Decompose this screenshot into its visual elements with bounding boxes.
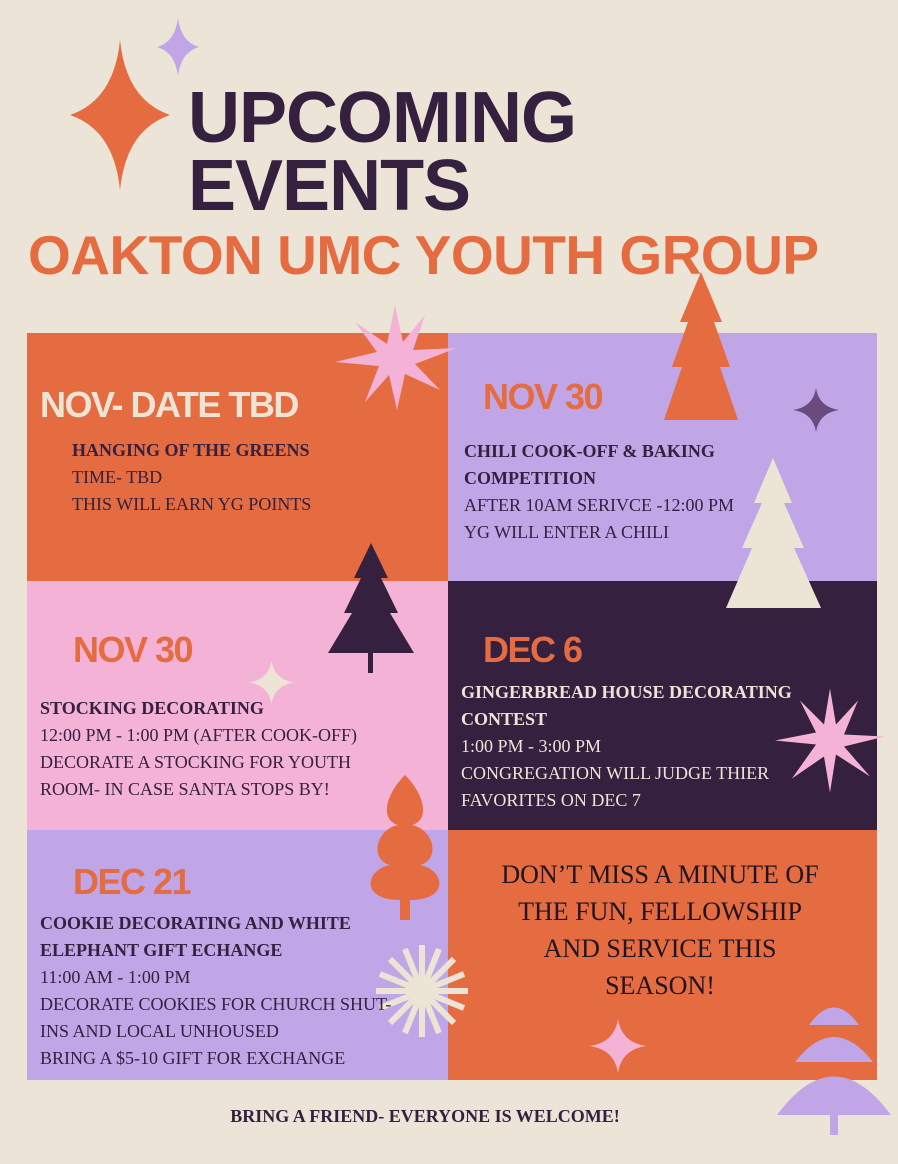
cream-sparkle-icon <box>249 660 294 705</box>
event-5-details: COOKIE DECORATING AND WHITE ELEPHANT GIF… <box>40 910 400 1072</box>
footer: BRING A FRIEND- EVERYONE IS WELCOME! <box>230 1106 620 1126</box>
event-1-line-2: THIS WILL EARN YG POINTS <box>72 494 312 514</box>
orange-sparkle-icon <box>70 40 170 190</box>
cream-starburst-icon <box>376 945 468 1037</box>
event-1-title: HANGING OF THE GREENS <box>72 440 310 460</box>
event-3-date: NOV 30 <box>73 629 194 670</box>
title-line-1: UPCOMING <box>188 78 577 158</box>
event-2-date: NOV 30 <box>483 376 604 417</box>
event-5-line-2: DECORATE COOKIES FOR CHURCH SHUT- INS AN… <box>40 994 392 1041</box>
event-2-details: CHILI COOK-OFF & BAKING COMPETITION AFTE… <box>464 438 744 546</box>
event-4-line-1: 1:00 PM - 3:00 PM <box>461 736 602 756</box>
orange-ornament-tree-icon <box>370 775 440 920</box>
event-5-title: COOKIE DECORATING AND WHITE ELEPHANT GIF… <box>40 913 351 960</box>
event-1-line-1: TIME- TBD <box>72 467 163 487</box>
event-2-line-1: AFTER 10AM SERIVCE -12:00 PM <box>464 495 735 515</box>
event-5-line-3: BRING A $5-10 GIFT FOR EXCHANGE <box>40 1048 346 1068</box>
event-5-date: DEC 21 <box>73 861 192 902</box>
event-2-line-2: YG WILL ENTER A CHILI <box>464 522 669 542</box>
event-1-details: HANGING OF THE GREENS TIME- TBD THIS WIL… <box>72 437 432 518</box>
title-line-2: EVENTS <box>188 146 471 226</box>
event-3-line-2: DECORATE A STOCKING FOR YOUTH ROOM- IN C… <box>40 752 352 799</box>
call-to-action: DON’T MISS A MINUTE OF THE FUN, FELLOWSH… <box>501 860 819 1000</box>
event-4-date: DEC 6 <box>483 629 583 670</box>
event-4-line-2: CONGREGATION WILL JUDGE THIER FAVORITES … <box>461 763 770 810</box>
subtitle: OAKTON UMC YOUTH GROUP <box>28 224 819 286</box>
event-4-title: GINGERBREAD HOUSE DECORATING CONTEST <box>461 682 792 729</box>
pink-starburst-icon <box>335 305 457 410</box>
event-1-date: NOV- DATE TBD <box>40 384 299 425</box>
event-5-line-1: 11:00 AM - 1:00 PM <box>40 967 191 987</box>
event-2-title: CHILI COOK-OFF & BAKING COMPETITION <box>464 441 715 488</box>
panel-2 <box>448 333 877 581</box>
event-3-details: STOCKING DECORATING 12:00 PM - 1:00 PM (… <box>40 695 410 803</box>
cream-tree-icon <box>726 458 821 608</box>
event-3-title: STOCKING DECORATING <box>40 698 264 718</box>
purple-sparkle-icon <box>793 388 839 432</box>
lavender-sparkle-icon <box>157 18 199 76</box>
event-4-details: GINGERBREAD HOUSE DECORATING CONTEST 1:0… <box>461 679 836 814</box>
panel-6 <box>448 830 877 1080</box>
panel-4 <box>448 581 877 830</box>
event-3-line-1: 12:00 PM - 1:00 PM (AFTER COOK-OFF) <box>40 725 358 745</box>
pink-sparkle-icon <box>590 1019 646 1073</box>
dark-tree-icon <box>328 543 414 673</box>
pink-starburst-icon-2 <box>775 688 885 793</box>
lavender-stacked-tree-icon <box>777 1007 891 1135</box>
orange-tree-icon <box>664 272 738 420</box>
